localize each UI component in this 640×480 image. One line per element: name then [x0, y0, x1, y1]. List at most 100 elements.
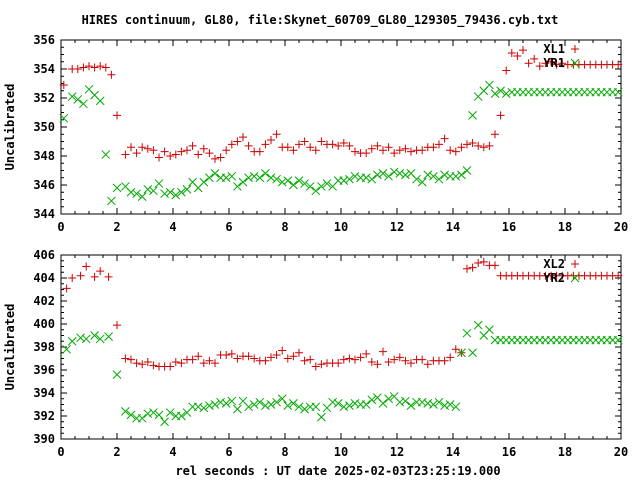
data-point [277, 177, 287, 187]
y-tick-label: 350 [33, 120, 55, 134]
data-point [171, 357, 180, 366]
data-point [440, 401, 449, 411]
data-point [255, 397, 265, 407]
data-point [239, 133, 247, 142]
data-point [367, 174, 377, 184]
data-point [295, 348, 303, 357]
data-point [389, 167, 399, 177]
data-point [350, 398, 360, 408]
data-point [423, 398, 433, 408]
data-point [390, 355, 399, 364]
data-point [294, 402, 304, 412]
data-point [378, 169, 388, 178]
data-point [423, 170, 433, 180]
data-point [311, 362, 320, 371]
data-point [113, 321, 121, 330]
data-point [127, 143, 135, 152]
data-point [126, 187, 136, 197]
data-point [104, 332, 113, 342]
data-point [468, 111, 477, 120]
data-point [294, 176, 304, 186]
data-point [367, 395, 377, 405]
legend-entry: XL2 [543, 257, 565, 271]
data-point [149, 146, 158, 155]
data-point [306, 355, 315, 364]
data-point [85, 62, 93, 71]
data-point [334, 359, 343, 368]
data-point [267, 353, 275, 362]
data-point [328, 397, 337, 407]
y-tick-label: 406 [33, 248, 55, 262]
data-point [261, 169, 270, 178]
series-XL1 [59, 46, 623, 163]
data-point [222, 351, 231, 360]
data-point [524, 59, 533, 68]
data-point [155, 153, 163, 162]
data-point [462, 328, 472, 338]
data-point [395, 146, 404, 155]
data-point [59, 113, 69, 123]
data-point [519, 46, 527, 55]
data-point [194, 352, 203, 361]
data-point [266, 173, 276, 183]
data-point [378, 398, 388, 408]
data-point [379, 347, 387, 356]
data-point [73, 95, 83, 104]
data-point [95, 96, 105, 106]
y-axis-label: Uncalibrated [3, 304, 17, 391]
data-point [90, 272, 99, 281]
data-point [417, 397, 427, 407]
data-point [317, 182, 326, 191]
data-point [362, 149, 371, 158]
data-point [199, 177, 209, 187]
data-point [132, 149, 141, 158]
data-point [143, 409, 153, 419]
y-tick-label: 398 [33, 340, 55, 354]
data-point [305, 182, 315, 191]
data-point [160, 189, 169, 199]
data-point [177, 187, 186, 197]
data-point [300, 356, 309, 365]
data-point [138, 360, 147, 369]
data-point [250, 354, 259, 363]
data-point [68, 274, 77, 282]
data-point [496, 111, 505, 120]
data-point [79, 63, 88, 72]
data-point [468, 138, 477, 147]
x-tick-label: 2 [113, 220, 120, 234]
data-point [384, 357, 393, 366]
y-tick-label: 344 [33, 207, 55, 221]
data-point [434, 174, 444, 184]
data-point [390, 149, 399, 158]
x-tick-label: 20 [614, 220, 628, 234]
data-point [289, 398, 298, 408]
data-point [479, 257, 488, 266]
data-point [194, 150, 203, 159]
data-point [137, 192, 147, 201]
data-point [283, 354, 292, 363]
data-point [373, 170, 382, 180]
data-point [76, 271, 85, 280]
data-point [289, 146, 298, 155]
y-tick-label: 390 [33, 432, 55, 446]
data-point [149, 186, 158, 196]
data-point [182, 184, 192, 194]
data-point [154, 179, 164, 188]
data-point [429, 171, 438, 181]
data-point [261, 356, 270, 365]
data-point [216, 153, 225, 162]
data-point [418, 146, 427, 155]
data-point [446, 146, 455, 155]
data-point [491, 261, 499, 270]
data-point [188, 355, 197, 364]
data-point [266, 400, 276, 409]
data-point [267, 136, 275, 145]
y-tick-label: 352 [33, 91, 55, 105]
data-point [211, 154, 219, 163]
x-tick-label: 6 [225, 220, 232, 234]
data-point [474, 141, 483, 150]
data-point [233, 182, 242, 191]
data-point [451, 402, 461, 412]
data-point [95, 334, 105, 344]
